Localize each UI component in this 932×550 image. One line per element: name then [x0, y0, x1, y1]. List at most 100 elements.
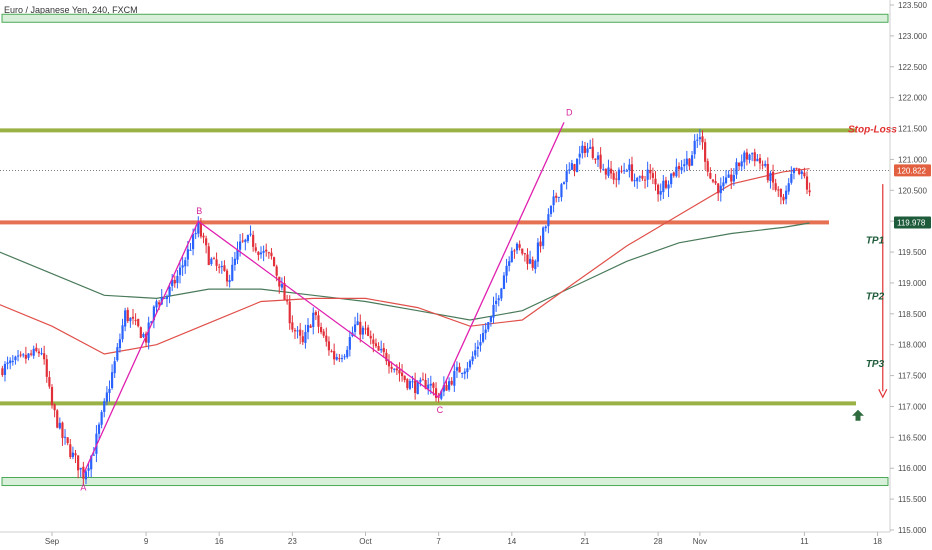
- candle-body: [186, 249, 189, 260]
- candle-body: [380, 349, 383, 351]
- candle-body: [121, 325, 124, 340]
- candle-body: [408, 381, 412, 389]
- candle-body: [748, 154, 751, 160]
- candle-body: [526, 254, 529, 264]
- candle-body: [424, 380, 427, 389]
- candle-body: [50, 386, 54, 406]
- candle-body: [3, 363, 7, 375]
- candle-body: [353, 324, 357, 332]
- candle-body: [165, 296, 169, 300]
- candle-body: [573, 164, 576, 172]
- candle-body: [134, 319, 137, 321]
- candle-body: [643, 179, 647, 181]
- candle-body: [455, 367, 459, 371]
- candle-body: [288, 301, 291, 324]
- candle-body: [199, 223, 203, 237]
- candle-body: [257, 251, 260, 256]
- candle-body: [769, 172, 772, 181]
- candle-body: [144, 333, 148, 343]
- candle-body: [296, 330, 299, 332]
- candle-body: [299, 329, 302, 336]
- candle-body: [77, 455, 80, 471]
- candle-body: [591, 146, 594, 158]
- candle-body: [638, 176, 641, 178]
- candle-body: [236, 249, 239, 260]
- candle-body: [24, 354, 27, 359]
- y-tick-label: 123.500: [898, 1, 927, 10]
- candle-body: [510, 250, 513, 263]
- zone-box: [1, 477, 889, 487]
- candle-body: [568, 169, 571, 171]
- candle-body: [155, 301, 158, 308]
- candle-body: [677, 165, 681, 170]
- candle-body: [497, 298, 500, 301]
- candle-body: [254, 247, 257, 251]
- candle-body: [751, 153, 754, 155]
- candle-body: [717, 183, 720, 194]
- candle-body: [719, 185, 722, 194]
- candle-body: [367, 327, 370, 336]
- candle-body: [372, 339, 375, 344]
- candle-body: [547, 214, 550, 227]
- candle-body: [743, 152, 746, 163]
- candle-body: [395, 368, 398, 371]
- candle-body: [118, 339, 122, 349]
- candle-body: [555, 195, 558, 198]
- candle-body: [594, 158, 597, 160]
- candle-body: [649, 169, 652, 174]
- candle-body: [286, 300, 289, 302]
- candle-body: [549, 205, 553, 215]
- candle-body: [348, 337, 351, 350]
- candle-body: [142, 334, 145, 337]
- candle-body: [416, 381, 419, 395]
- candle-body: [27, 353, 30, 358]
- candle-body: [246, 235, 250, 241]
- candle-body: [265, 249, 268, 252]
- moving-average-green-line: [0, 222, 810, 321]
- candle-body: [37, 351, 41, 354]
- candle-body: [6, 362, 9, 364]
- y-tick-label: 116.000: [898, 464, 927, 473]
- candle-body: [722, 182, 725, 187]
- x-tick-label: Oct: [359, 537, 372, 546]
- candle-body: [777, 189, 780, 191]
- candle-body: [225, 270, 229, 282]
- candle-body: [335, 357, 338, 360]
- price-badge: [894, 216, 931, 229]
- candle-body: [327, 341, 331, 351]
- candle-body: [803, 172, 806, 177]
- candle-body: [158, 302, 161, 305]
- candle-body: [110, 372, 114, 389]
- candle-body: [701, 136, 704, 143]
- candle-body: [536, 242, 540, 262]
- x-tick-label: 18: [873, 537, 882, 546]
- candle-body: [560, 184, 563, 198]
- candle-body: [84, 471, 88, 480]
- candle-body: [544, 226, 547, 229]
- candle-body: [92, 454, 95, 456]
- candle-body: [14, 356, 17, 361]
- candle-body: [704, 142, 707, 162]
- candle-body: [259, 252, 263, 255]
- candle-body: [466, 368, 469, 373]
- candle-body: [487, 322, 490, 330]
- point-label-d: D: [566, 107, 573, 117]
- candle-body: [233, 258, 236, 266]
- candle-body: [711, 179, 715, 182]
- candle-body: [730, 174, 733, 182]
- y-tick-label: 118.000: [898, 341, 927, 350]
- candle-body: [74, 453, 77, 456]
- candle-body: [458, 366, 461, 373]
- candle-body: [116, 347, 119, 361]
- projection-arrow-head: [878, 388, 888, 399]
- candle-body: [474, 350, 477, 356]
- candle-body: [317, 315, 320, 327]
- candle-body: [651, 173, 654, 178]
- candle-body: [508, 261, 511, 266]
- candle-body: [690, 155, 694, 166]
- candle-body: [398, 370, 401, 374]
- candle-body: [737, 162, 741, 167]
- candle-body: [173, 279, 176, 284]
